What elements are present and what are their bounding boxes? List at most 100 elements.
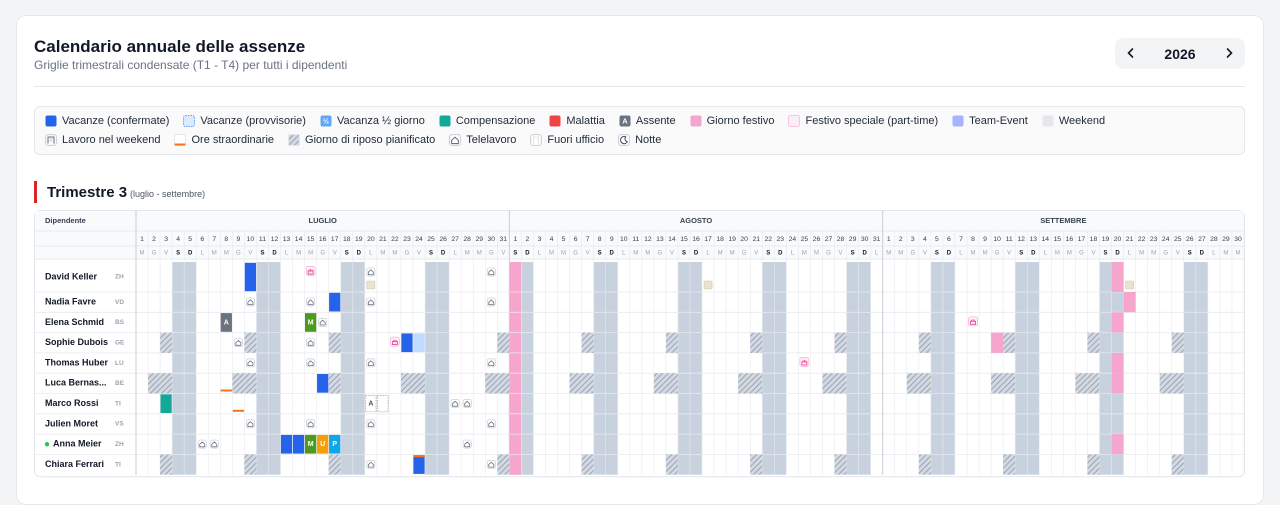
day-number: 29: [475, 236, 483, 243]
rest-cell: [750, 454, 763, 475]
prev-year-button[interactable]: [1125, 47, 1137, 59]
weekday-label: V: [248, 251, 252, 257]
absence-cell: [413, 455, 425, 474]
icon-glyph: [47, 135, 55, 144]
swatch-fill: [619, 115, 631, 126]
rest-cell: [497, 454, 510, 475]
weekday-label: V: [754, 251, 758, 257]
rest-cell: [918, 332, 931, 353]
day-number: 12: [644, 236, 652, 243]
day-number: 20: [367, 236, 375, 243]
absence-cell: [486, 267, 496, 277]
absence-cell: [233, 338, 243, 348]
absence-cell: [486, 459, 496, 469]
icon-frame: [462, 439, 472, 449]
weekday-label: S: [513, 251, 517, 257]
employee-canton: TI: [115, 400, 121, 407]
holiday-cell: [1111, 373, 1124, 394]
day-number: 23: [403, 236, 411, 243]
weekday-label: D: [441, 251, 446, 257]
cell-icon: [486, 267, 496, 277]
rest-cell: [665, 332, 678, 353]
absence-cell: [1111, 262, 1124, 292]
rest-cell: [148, 373, 161, 394]
day-number: 22: [391, 236, 399, 243]
absence-cell: [401, 333, 413, 353]
legend-swatch: [952, 115, 964, 126]
rest-cell: [581, 454, 594, 475]
weekday-label: D: [947, 251, 952, 257]
absence-cell: [306, 358, 316, 368]
absence-cell: A: [220, 313, 232, 332]
day-number: 4: [550, 236, 554, 243]
divider: [34, 86, 1245, 87]
weekend-column: [690, 262, 703, 475]
absence-cell: [1111, 352, 1124, 374]
weekday-label: V: [1176, 251, 1180, 257]
rest-cell: [569, 373, 582, 394]
rest-cell: [665, 373, 678, 394]
event-icon: [390, 336, 400, 347]
next-year-button[interactable]: [1223, 47, 1235, 59]
absence-cell: [497, 332, 510, 353]
cell-icon: [306, 419, 316, 429]
absence-cell: [292, 434, 305, 454]
day-number: 13: [283, 236, 291, 243]
icon-frame: [462, 399, 472, 408]
absence-cell: [703, 280, 713, 290]
day-number: 22: [765, 236, 773, 243]
swatch-fill: [439, 115, 451, 126]
weekday-label: S: [1188, 251, 1192, 257]
absence-cell: [968, 316, 978, 327]
weekday-label: L: [369, 251, 373, 257]
absence-cell: [799, 357, 810, 367]
swatch-icon: [45, 133, 57, 146]
icon-frame: [233, 338, 243, 348]
overtime-line: [220, 389, 232, 392]
icon-frame: [318, 317, 328, 327]
absence-cell: [1003, 454, 1016, 475]
rest-cell: [1087, 332, 1100, 353]
legend-item: ½ Vacanza ½ giorno: [320, 113, 425, 128]
weekday-label: M: [633, 251, 638, 257]
cell-icon: [246, 419, 255, 429]
swatch-icon: [530, 133, 543, 146]
weekend-column: [521, 262, 534, 475]
weekday-label: S: [429, 251, 433, 257]
weekday-label: V: [501, 251, 505, 257]
absence-cell: [244, 373, 257, 394]
rest-cell: [232, 373, 245, 394]
absence-cell: [306, 338, 316, 348]
icon-frame: [366, 297, 376, 307]
rest-cell: [160, 332, 173, 353]
weekday-label: V: [923, 251, 927, 257]
cell-code: M: [308, 441, 314, 448]
day-number: 2: [152, 236, 156, 243]
icon-glyph: [970, 319, 976, 325]
cell-icon: [462, 399, 472, 408]
absence-cell: [738, 373, 751, 394]
weekday-label: L: [622, 251, 626, 257]
day-number: 17: [1078, 236, 1086, 243]
filled-cell: [401, 333, 413, 353]
icon-frame: [246, 358, 255, 368]
day-number: 25: [427, 236, 435, 243]
weekday-label: M: [1067, 251, 1072, 257]
weekday-label: G: [742, 251, 747, 257]
absence-cell: [569, 373, 582, 394]
absence-cell: [244, 454, 257, 475]
absence-cell: [834, 454, 847, 475]
day-number: 7: [212, 236, 216, 243]
legend-label: Vacanze (provvisorie): [200, 114, 306, 127]
rest-cell: [497, 373, 510, 394]
weekday-label: G: [826, 251, 831, 257]
day-number: 11: [259, 236, 266, 243]
rest-cell: [665, 454, 678, 475]
weekday-label: V: [1091, 251, 1095, 257]
swatch-glyph: ½: [323, 116, 329, 125]
filled-cell: [292, 434, 305, 454]
weekday-label: G: [405, 251, 410, 257]
filled-cell: [244, 262, 257, 292]
employee-canton: LU: [115, 360, 124, 367]
code-cell: [305, 313, 317, 332]
